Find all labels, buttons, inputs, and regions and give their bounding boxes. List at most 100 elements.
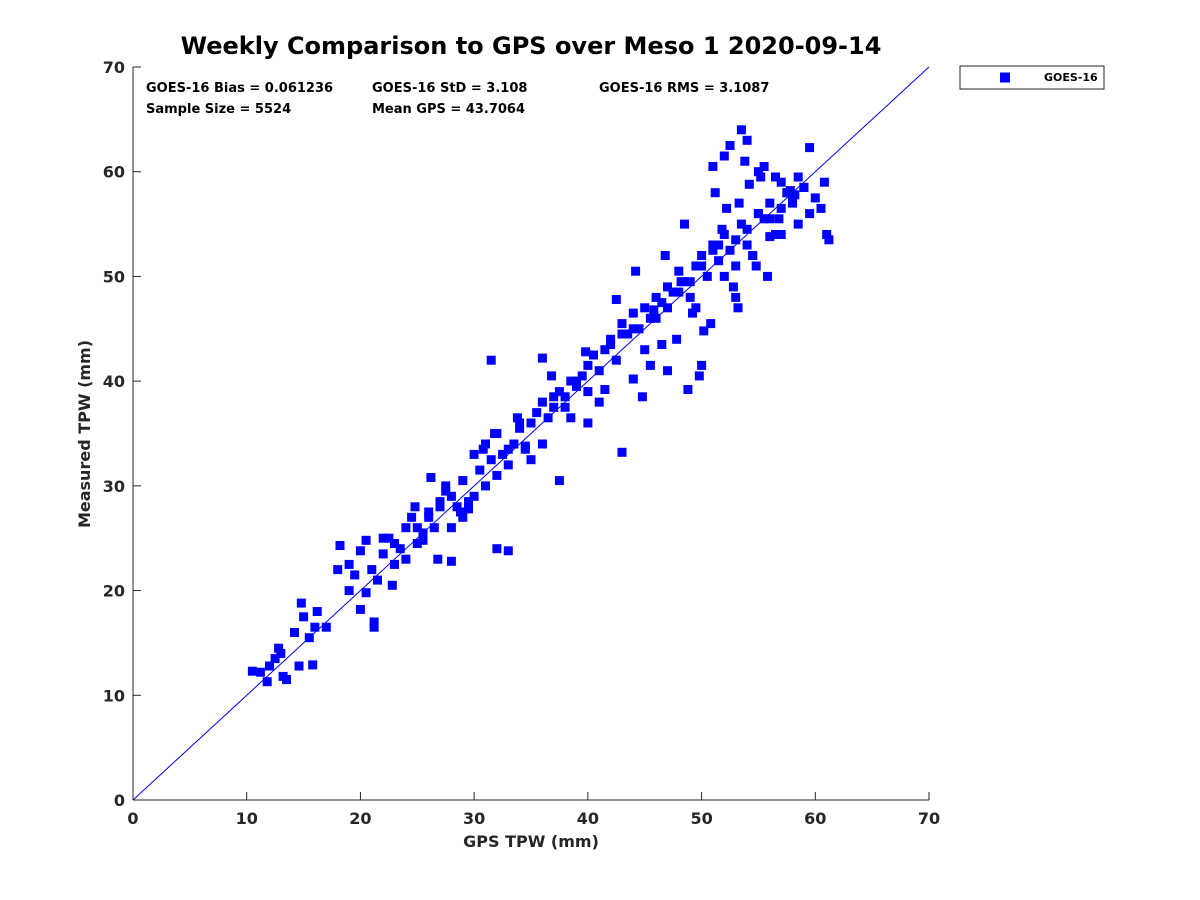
- data-point: [710, 188, 720, 198]
- data-point: [628, 374, 638, 384]
- y-axis-label: Measured TPW (mm): [75, 340, 94, 528]
- data-point: [663, 366, 672, 376]
- data-point: [469, 449, 479, 459]
- data-point: [435, 502, 445, 512]
- data-point: [373, 575, 382, 585]
- data-point: [577, 371, 587, 381]
- stat-mean-gps: Mean GPS = 43.7064: [372, 102, 525, 117]
- data-point: [674, 287, 684, 297]
- data-point: [805, 143, 815, 153]
- data-point: [441, 486, 451, 496]
- data-point: [369, 617, 379, 627]
- data-point: [543, 413, 553, 423]
- data-point: [680, 219, 689, 229]
- data-point: [583, 360, 593, 370]
- data-point: [731, 292, 741, 302]
- data-point: [446, 523, 456, 533]
- data-point: [469, 491, 479, 501]
- data-point: [503, 546, 513, 556]
- data-point: [554, 476, 564, 486]
- data-point: [278, 671, 288, 681]
- data-point: [589, 350, 598, 360]
- data-point: [719, 151, 729, 161]
- data-point: [824, 235, 834, 245]
- data-point: [492, 544, 502, 554]
- data-point: [623, 329, 633, 339]
- data-point: [549, 392, 559, 402]
- data-point: [560, 392, 570, 402]
- data-point: [407, 512, 417, 522]
- data-point: [763, 271, 772, 281]
- data-point: [611, 355, 621, 365]
- y-tick-label: 60: [103, 163, 125, 182]
- data-point: [478, 444, 488, 454]
- data-point: [660, 251, 670, 260]
- data-point: [776, 230, 786, 239]
- data-point: [441, 481, 451, 491]
- data-point: [685, 277, 695, 287]
- data-point: [640, 303, 650, 313]
- data-point: [645, 360, 655, 370]
- data-point: [458, 476, 468, 486]
- data-point: [728, 282, 738, 292]
- x-tick-label: 10: [236, 809, 258, 828]
- chart-title: Weekly Comparison to GPS over Meso 1 202…: [181, 32, 882, 60]
- plot-area: 0 10 20 30 40 50 60 70 0 10 20 30 40 50 60 70: [103, 58, 940, 828]
- data-point: [617, 319, 627, 329]
- data-point: [384, 533, 394, 543]
- data-point: [520, 441, 530, 451]
- data-point: [583, 387, 593, 397]
- data-point: [395, 544, 405, 554]
- data-point: [706, 319, 716, 329]
- data-point: [387, 580, 397, 590]
- data-point: [799, 182, 809, 192]
- data-point: [262, 677, 272, 687]
- data-point: [708, 245, 718, 255]
- data-point: [744, 179, 754, 189]
- data-point: [731, 235, 741, 245]
- data-point: [734, 198, 744, 208]
- data-point: [717, 224, 727, 234]
- data-point: [367, 565, 377, 575]
- data-point: [344, 586, 354, 596]
- data-point: [774, 214, 784, 224]
- data-point: [631, 266, 641, 276]
- data-point: [634, 324, 644, 334]
- data-point: [308, 660, 318, 670]
- data-point: [566, 413, 576, 423]
- data-point: [335, 541, 345, 550]
- data-point: [296, 598, 306, 608]
- stat-rms: GOES-16 RMS = 3.1087: [599, 81, 769, 96]
- y-tick-label: 10: [103, 686, 125, 705]
- data-point: [765, 198, 775, 208]
- data-point: [731, 261, 741, 271]
- data-point: [290, 628, 299, 637]
- data-point: [547, 371, 556, 381]
- data-point: [560, 402, 570, 412]
- data-point: [697, 251, 707, 260]
- data-point: [433, 554, 443, 564]
- data-point: [276, 648, 286, 658]
- data-point: [683, 385, 693, 394]
- data-point: [526, 418, 536, 428]
- data-point: [753, 167, 763, 177]
- data-point: [515, 418, 525, 428]
- data-point: [452, 502, 462, 512]
- data-point: [401, 523, 411, 533]
- y-tick-label: 50: [103, 267, 125, 286]
- data-point: [378, 549, 388, 559]
- data-point: [617, 329, 627, 339]
- data-point: [581, 347, 591, 357]
- data-point: [793, 219, 803, 229]
- stat-sample-size: Sample Size = 5524: [146, 102, 291, 117]
- data-point: [771, 230, 780, 239]
- y-tick-label: 30: [103, 477, 125, 496]
- data-point: [637, 392, 647, 402]
- data-point: [702, 271, 712, 281]
- data-point: [344, 559, 354, 569]
- data-point: [708, 162, 718, 171]
- data-point: [412, 539, 422, 548]
- data-point: [759, 214, 769, 224]
- data-point: [688, 308, 697, 318]
- data-point: [649, 305, 659, 315]
